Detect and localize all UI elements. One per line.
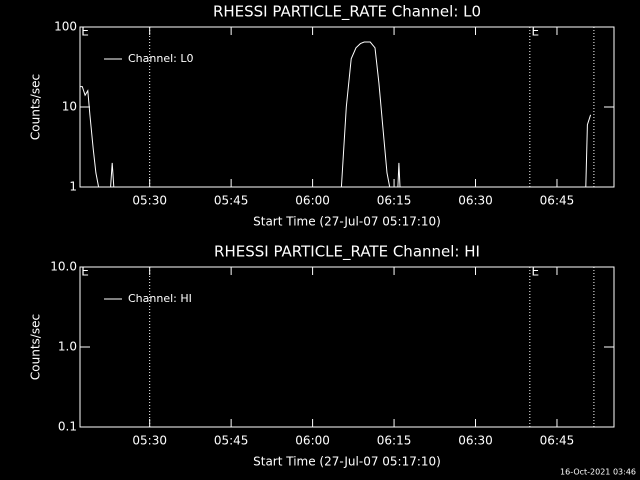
y-tick-label: 1 <box>69 180 77 194</box>
x-tick-label: 06:00 <box>295 434 330 448</box>
x-tick-label: 05:30 <box>132 434 167 448</box>
x-tick-label: 06:30 <box>458 434 493 448</box>
y-tick-label: 10.0 <box>50 260 77 274</box>
chart-title: RHESSI PARTICLE_RATE Channel: HI <box>214 243 480 262</box>
series-line <box>80 41 592 188</box>
legend-label: Channel: HI <box>128 292 192 305</box>
x-tick-label: 05:30 <box>132 194 167 208</box>
y-tick-label: 1.0 <box>58 340 77 354</box>
plot-frame <box>79 26 615 188</box>
annotation: E <box>531 265 539 279</box>
x-axis-label: Start Time (27-Jul-07 05:17:10) <box>253 215 441 229</box>
x-tick-label: 06:30 <box>458 194 493 208</box>
chart-title: RHESSI PARTICLE_RATE Channel: L0 <box>213 3 481 22</box>
annotation: E <box>531 25 539 39</box>
x-axis-label: Start Time (27-Jul-07 05:17:10) <box>253 455 441 469</box>
x-tick-label: 06:15 <box>377 194 412 208</box>
x-tick-label: 05:45 <box>214 194 249 208</box>
y-tick-label: 10 <box>62 100 77 114</box>
plot-frame <box>79 266 615 428</box>
x-tick-label: 06:45 <box>540 194 575 208</box>
y-axis-label: Counts/sec <box>29 74 43 140</box>
x-tick-label: 06:15 <box>377 434 412 448</box>
annotation: E <box>81 25 89 39</box>
y-tick-label: 100 <box>54 20 77 34</box>
annotation: E <box>81 265 89 279</box>
x-tick-label: 06:00 <box>295 194 330 208</box>
legend-label: Channel: L0 <box>128 52 194 65</box>
x-tick-label: 06:45 <box>540 434 575 448</box>
y-axis-label: Counts/sec <box>29 314 43 380</box>
x-tick-label: 05:45 <box>214 434 249 448</box>
timestamp: 16-Oct-2021 03:46 <box>560 468 636 477</box>
y-tick-label: 0.1 <box>58 420 77 434</box>
